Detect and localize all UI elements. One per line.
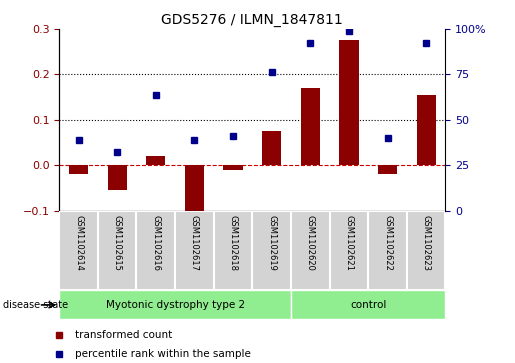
- Text: percentile rank within the sample: percentile rank within the sample: [75, 349, 251, 359]
- Text: Myotonic dystrophy type 2: Myotonic dystrophy type 2: [106, 300, 245, 310]
- Bar: [301, 88, 320, 165]
- Text: GSM1102614: GSM1102614: [74, 215, 83, 270]
- Bar: [175, 211, 214, 290]
- Bar: [417, 95, 436, 165]
- Bar: [59, 211, 98, 290]
- Bar: [252, 211, 291, 290]
- Bar: [136, 211, 175, 290]
- Text: GSM1102617: GSM1102617: [190, 215, 199, 270]
- Bar: [291, 290, 445, 319]
- Bar: [262, 131, 281, 165]
- Text: GSM1102619: GSM1102619: [267, 215, 276, 270]
- Bar: [224, 165, 243, 170]
- Text: GSM1102621: GSM1102621: [345, 215, 353, 270]
- Bar: [368, 211, 407, 290]
- Text: GSM1102620: GSM1102620: [306, 215, 315, 270]
- Bar: [291, 211, 330, 290]
- Text: GSM1102623: GSM1102623: [422, 215, 431, 270]
- Text: disease state: disease state: [3, 300, 67, 310]
- Title: GDS5276 / ILMN_1847811: GDS5276 / ILMN_1847811: [162, 13, 343, 26]
- Bar: [69, 165, 88, 174]
- Text: control: control: [350, 300, 386, 310]
- Bar: [108, 165, 127, 190]
- Bar: [214, 211, 252, 290]
- Bar: [98, 211, 136, 290]
- Bar: [146, 156, 165, 165]
- Text: GSM1102615: GSM1102615: [113, 215, 122, 270]
- Bar: [339, 40, 358, 165]
- Bar: [185, 165, 204, 215]
- Bar: [330, 211, 368, 290]
- Text: transformed count: transformed count: [75, 330, 172, 340]
- Text: GSM1102618: GSM1102618: [229, 215, 237, 270]
- Bar: [407, 211, 445, 290]
- Bar: [59, 290, 291, 319]
- Bar: [378, 165, 397, 174]
- Text: GSM1102622: GSM1102622: [383, 215, 392, 270]
- Text: GSM1102616: GSM1102616: [151, 215, 160, 270]
